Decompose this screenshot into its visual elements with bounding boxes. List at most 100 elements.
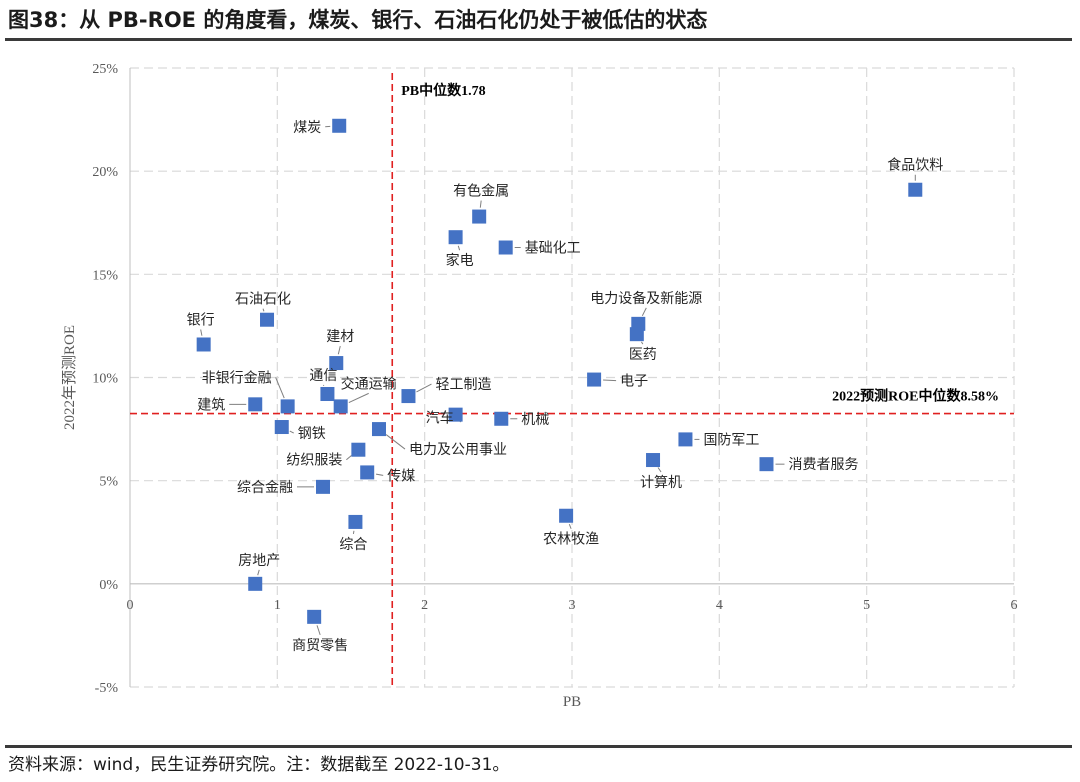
point-label: 传媒 — [387, 468, 415, 484]
leader-line — [457, 245, 461, 251]
data-point — [448, 230, 463, 245]
y-tick-label: 20% — [92, 165, 118, 180]
data-point — [498, 240, 513, 255]
y-tick-label: 5% — [99, 475, 118, 490]
point-label: 纺织服装 — [286, 453, 342, 469]
data-point — [260, 312, 275, 327]
point-label: 电力及公用事业 — [409, 442, 507, 458]
leader-line — [375, 473, 384, 476]
data-point — [908, 182, 923, 197]
point-label: 农林牧渔 — [543, 532, 599, 548]
median-layer: PB中位数1.78 2022预测ROE中位数8.58% — [130, 73, 1014, 687]
leader-line — [337, 345, 341, 355]
leader-line — [289, 430, 294, 434]
leader-line — [200, 329, 203, 336]
point-label: 电力设备及新能源 — [590, 290, 702, 307]
point-label: 煤炭 — [293, 120, 321, 136]
leader-line — [641, 307, 647, 317]
point-label: 家电 — [446, 252, 474, 269]
x-tick-label: 6 — [1011, 598, 1018, 613]
data-point — [629, 327, 644, 342]
data-point — [759, 457, 774, 472]
y-tick-label: 0% — [99, 578, 118, 593]
tick-layer: -5% 0% 5% 10% 15% 20% 25% 0 1 2 3 4 5 6 — [92, 62, 1017, 696]
data-point — [587, 372, 602, 387]
point-label: 通信 — [309, 368, 337, 384]
leader-line — [416, 383, 432, 393]
point-label: 房地产 — [238, 553, 280, 569]
point-label: 银行 — [187, 312, 215, 328]
x-tick-label: 1 — [274, 598, 281, 613]
point-label: 综合 — [339, 537, 367, 553]
leader-layer — [200, 125, 916, 636]
data-point — [332, 118, 347, 133]
data-point — [371, 422, 386, 437]
x-tick-label: 4 — [716, 598, 723, 613]
data-point — [307, 609, 322, 624]
data-point — [274, 420, 289, 435]
point-label: 轻工制造 — [435, 377, 491, 393]
leader-line — [348, 392, 369, 404]
leader-line — [568, 523, 572, 529]
leader-line — [275, 377, 285, 399]
point-label: 交通运输 — [341, 375, 397, 392]
point-label: 计算机 — [640, 475, 682, 491]
data-point — [316, 479, 331, 494]
point-label: 非银行金融 — [202, 370, 272, 386]
data-point — [351, 442, 366, 457]
leader-line — [641, 341, 644, 345]
point-label: 消费者服务 — [788, 457, 858, 473]
x-tick-label: 5 — [863, 598, 870, 613]
grid-layer — [129, 67, 1015, 688]
roe-median-label: 2022预测ROE中位数8.58% — [832, 388, 999, 405]
point-label: 医药 — [629, 347, 657, 363]
x-tick-label: 2 — [421, 598, 428, 613]
data-point — [320, 387, 335, 402]
data-point — [196, 337, 211, 352]
data-point — [678, 432, 693, 447]
point-label: 机械 — [521, 412, 549, 428]
pb-median-label: PB中位数1.78 — [401, 82, 485, 99]
data-point — [348, 514, 363, 529]
figure-title: 图38：从 PB-ROE 的角度看，煤炭、银行、石油石化仍处于被低估的状态 — [8, 8, 708, 32]
leader-line — [385, 434, 406, 450]
y-tick-label: 15% — [92, 268, 118, 283]
leader-line — [316, 625, 321, 636]
data-point — [280, 399, 295, 414]
leader-line — [479, 200, 482, 208]
data-point — [646, 453, 661, 468]
leader-line — [257, 569, 260, 576]
leader-line — [352, 530, 355, 535]
leader-line — [603, 379, 617, 382]
point-label: 基础化工 — [525, 240, 581, 257]
x-axis-label: PB — [563, 694, 581, 710]
data-point — [360, 465, 375, 480]
point-label: 钢铁 — [298, 426, 326, 442]
data-point — [248, 397, 263, 412]
leader-line — [346, 455, 352, 461]
data-point — [401, 389, 416, 404]
point-label: 商贸零售 — [292, 638, 348, 654]
data-point — [559, 508, 574, 523]
y-axis-label: 2022年预测ROE — [61, 325, 78, 430]
point-label: 国防军工 — [703, 432, 759, 448]
point-label: 综合金融 — [237, 480, 293, 496]
point-label: 汽车 — [426, 410, 454, 427]
data-point — [248, 576, 263, 591]
footer-rule — [5, 745, 1072, 748]
y-tick-label: 25% — [92, 62, 118, 77]
source-note: 资料来源：wind，民生证券研究院。注：数据截至 2022-10-31。 — [8, 755, 510, 775]
data-point — [448, 407, 463, 422]
title-rule — [5, 38, 1072, 41]
y-tick-label: 10% — [92, 372, 118, 387]
x-tick-label: 3 — [569, 598, 576, 613]
data-point — [472, 209, 487, 224]
point-label: 石油石化 — [235, 292, 291, 308]
point-label: 食品饮料 — [887, 157, 943, 174]
point-label: 电子 — [620, 374, 648, 390]
y-tick-label: -5% — [95, 681, 119, 696]
point-label: 建筑 — [197, 397, 225, 413]
data-point — [329, 356, 344, 371]
